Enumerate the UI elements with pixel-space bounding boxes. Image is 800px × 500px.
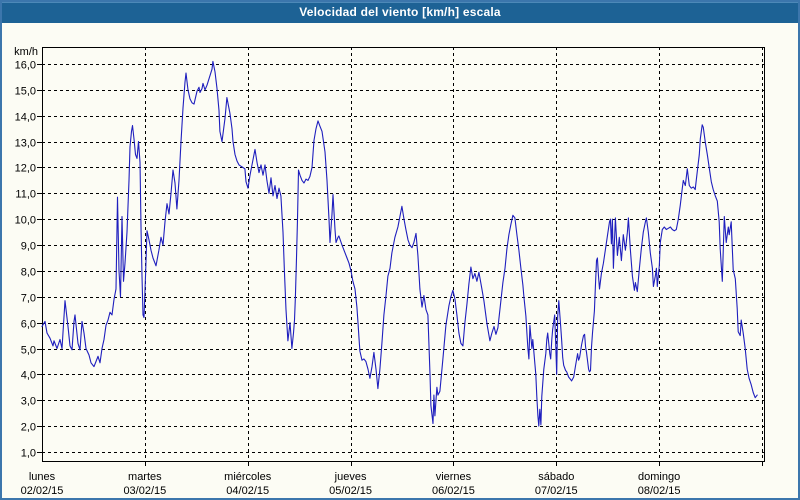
y-axis-unit-label: km/h (14, 46, 38, 58)
y-tick-label: 4,0 (21, 370, 36, 382)
y-tick-label: 12,0 (15, 163, 36, 175)
wind-speed-line (41, 60, 758, 427)
day-label: lunes (29, 471, 56, 483)
day-label: viernes (436, 471, 472, 483)
date-label: 04/02/15 (226, 485, 269, 497)
date-label: 08/02/15 (638, 485, 681, 497)
chart-title-bar: Velocidad del viento [km/h] escala (2, 2, 798, 23)
y-tick-label: 15,0 (15, 86, 36, 98)
day-label: miércoles (224, 471, 272, 483)
y-tick-label: 7,0 (21, 293, 36, 305)
y-tick-label: 9,0 (21, 241, 36, 253)
date-label: 05/02/15 (329, 485, 372, 497)
y-tick-label: 2,0 (21, 422, 36, 434)
chart-title: Velocidad del viento [km/h] escala (299, 5, 501, 19)
day-label: sábado (538, 471, 574, 483)
y-tick-label: 13,0 (15, 138, 36, 150)
date-label: 03/02/15 (123, 485, 166, 497)
day-label: domingo (638, 471, 680, 483)
date-label: 07/02/15 (535, 485, 578, 497)
date-label: 02/02/15 (21, 485, 64, 497)
y-tick-label: 11,0 (15, 189, 36, 201)
y-tick-label: 1,0 (21, 448, 36, 460)
y-tick-label: 16,0 (15, 60, 36, 72)
y-tick-label: 6,0 (21, 319, 36, 331)
date-label: 06/02/15 (432, 485, 475, 497)
day-label: martes (128, 471, 162, 483)
y-tick-label: 3,0 (21, 396, 36, 408)
day-label: jueves (334, 471, 367, 483)
y-tick-label: 10,0 (15, 215, 36, 227)
y-tick-label: 14,0 (15, 112, 36, 124)
y-tick-label: 8,0 (21, 267, 36, 279)
plot-frame (42, 47, 765, 462)
y-tick-label: 5,0 (21, 345, 36, 357)
